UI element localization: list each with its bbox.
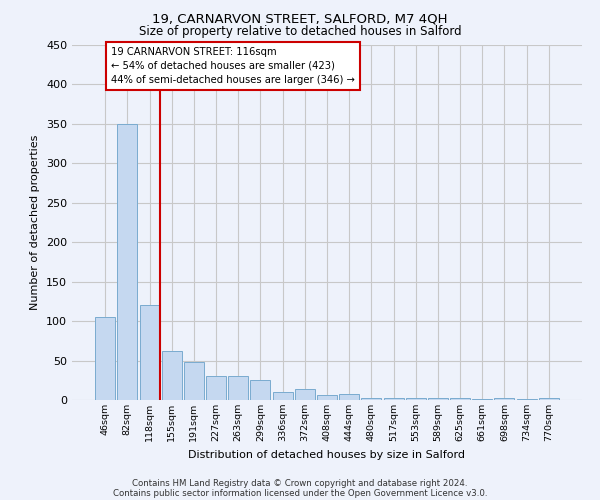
Bar bbox=[184, 362, 204, 400]
Bar bbox=[162, 351, 182, 400]
Bar bbox=[339, 394, 359, 400]
Bar bbox=[450, 398, 470, 400]
Bar bbox=[472, 399, 492, 400]
Bar bbox=[428, 398, 448, 400]
Bar bbox=[494, 398, 514, 400]
Bar bbox=[539, 398, 559, 400]
Bar bbox=[361, 398, 382, 400]
Text: 19, CARNARVON STREET, SALFORD, M7 4QH: 19, CARNARVON STREET, SALFORD, M7 4QH bbox=[152, 12, 448, 26]
Text: Contains public sector information licensed under the Open Government Licence v3: Contains public sector information licen… bbox=[113, 488, 487, 498]
X-axis label: Distribution of detached houses by size in Salford: Distribution of detached houses by size … bbox=[188, 450, 466, 460]
Bar bbox=[206, 376, 226, 400]
Y-axis label: Number of detached properties: Number of detached properties bbox=[31, 135, 40, 310]
Bar bbox=[228, 376, 248, 400]
Bar bbox=[140, 306, 160, 400]
Text: 19 CARNARVON STREET: 116sqm
← 54% of detached houses are smaller (423)
44% of se: 19 CARNARVON STREET: 116sqm ← 54% of det… bbox=[112, 46, 355, 84]
Bar bbox=[118, 124, 137, 400]
Bar bbox=[317, 396, 337, 400]
Bar bbox=[295, 389, 315, 400]
Text: Size of property relative to detached houses in Salford: Size of property relative to detached ho… bbox=[139, 25, 461, 38]
Bar bbox=[95, 317, 115, 400]
Bar bbox=[272, 392, 293, 400]
Bar bbox=[250, 380, 271, 400]
Text: Contains HM Land Registry data © Crown copyright and database right 2024.: Contains HM Land Registry data © Crown c… bbox=[132, 478, 468, 488]
Bar bbox=[406, 398, 426, 400]
Bar bbox=[517, 399, 536, 400]
Bar bbox=[383, 398, 404, 400]
